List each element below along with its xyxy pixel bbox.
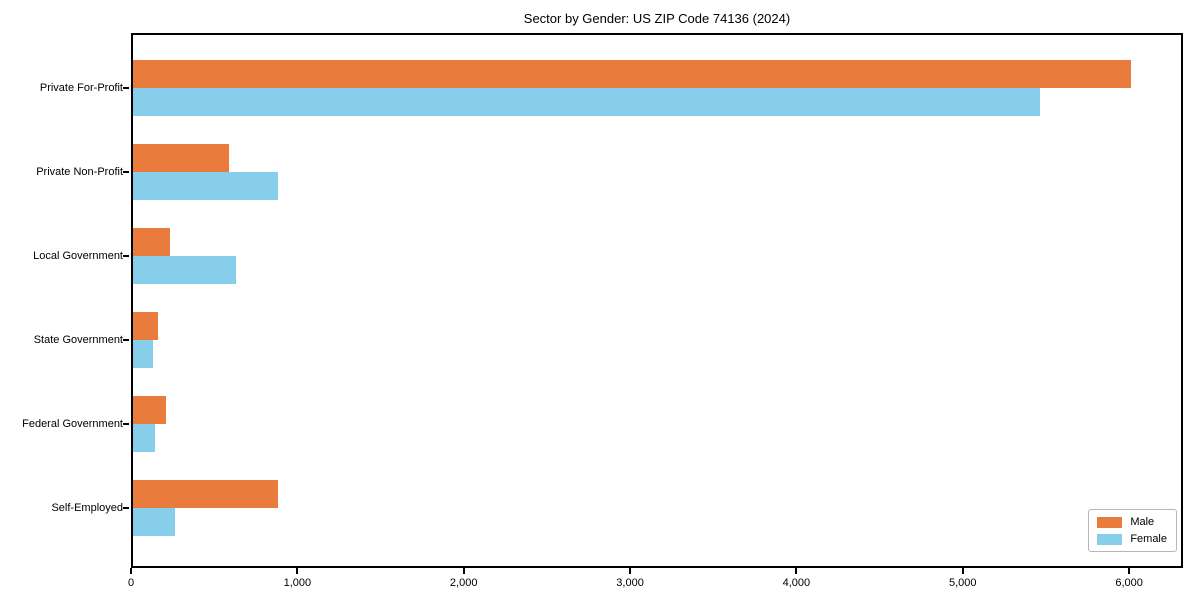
xtick-label: 3,000 [616, 577, 644, 589]
xtick-mark [1128, 568, 1131, 574]
xtick-mark [130, 568, 132, 574]
ytick-mark [123, 423, 129, 425]
bar-male-4 [133, 312, 158, 340]
ytick-label: Self-Employed [51, 502, 123, 514]
bar-male-3 [133, 228, 170, 256]
ytick-mark [123, 255, 129, 257]
xtick-mark [462, 568, 465, 574]
bar-male-5 [133, 396, 167, 424]
xtick-mark [961, 568, 964, 574]
ytick-label: Private For-Profit [39, 82, 123, 94]
plot-area: Male Female [131, 33, 1183, 568]
bar-male-1 [133, 60, 1132, 88]
legend-item-female: Female [1097, 533, 1167, 545]
chart-title: Sector by Gender: US ZIP Code 74136 (202… [523, 11, 791, 26]
xtick-label: 5,000 [948, 577, 977, 589]
bar-female-2 [133, 172, 278, 200]
bar-male-6 [133, 480, 278, 508]
legend-item-male: Male [1097, 516, 1167, 528]
xtick-label: 0 [127, 577, 135, 589]
legend-swatch-male [1097, 516, 1123, 528]
ytick-mark [123, 339, 129, 341]
ytick-mark [123, 171, 129, 173]
bar-female-5 [133, 424, 156, 452]
xtick-label: 2,000 [449, 577, 478, 589]
ytick-label: Local Government [33, 250, 123, 262]
legend-label: Female [1130, 533, 1167, 545]
ytick-label: Private Non-Profit [36, 166, 123, 178]
legend-swatch-female [1097, 533, 1123, 545]
xtick-label: 6,000 [1115, 577, 1143, 589]
bar-male-2 [133, 144, 230, 172]
ytick-label: Federal Government [22, 418, 123, 430]
legend-label: Male [1130, 516, 1155, 528]
xtick-label: 1,000 [283, 577, 312, 589]
legend: Male Female [1088, 509, 1177, 552]
ytick-label: State Government [33, 334, 123, 346]
xtick-mark [296, 568, 299, 574]
ytick-mark [123, 507, 129, 509]
ytick-mark [123, 87, 129, 89]
xtick-mark [629, 568, 632, 574]
bar-female-6 [133, 508, 176, 536]
bar-female-4 [133, 340, 153, 368]
xtick-label: 4,000 [782, 577, 811, 589]
xtick-mark [795, 568, 798, 574]
bar-female-1 [133, 88, 1040, 116]
bar-female-3 [133, 256, 237, 284]
